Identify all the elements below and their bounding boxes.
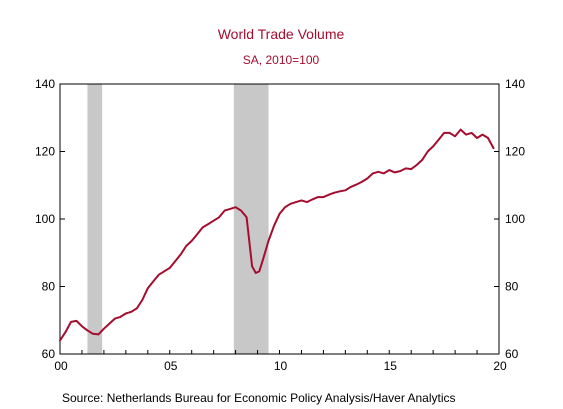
chart-title: World Trade Volume <box>218 26 345 42</box>
y-tick-label-right-120: 120 <box>505 145 525 159</box>
x-tick-label-05: 05 <box>164 359 178 373</box>
y-tick-label-left-120: 120 <box>35 145 55 159</box>
source-note: Source: Netherlands Bureau for Economic … <box>62 391 456 405</box>
x-tick-label-20: 20 <box>493 359 507 373</box>
y-tick-label-right-140: 140 <box>505 77 525 91</box>
y-tick-label-right-100: 100 <box>505 212 525 226</box>
recession-band-1 <box>233 84 269 354</box>
y-tick-label-right-80: 80 <box>505 280 519 294</box>
recession-band-0 <box>87 84 103 354</box>
x-tick-label-10: 10 <box>274 359 288 373</box>
recession-shading <box>87 84 269 354</box>
y-axis: 60 60 80 80 100 100 120 120 140 140 <box>35 77 525 361</box>
chart-subtitle: SA, 2010=100 <box>243 53 320 67</box>
y-tick-label-left-60: 60 <box>42 347 56 361</box>
y-tick-label-left-140: 140 <box>35 77 55 91</box>
x-tick-label-00: 00 <box>54 359 68 373</box>
series-line-0 <box>59 128 495 342</box>
y-tick-label-right-60: 60 <box>505 347 519 361</box>
x-tick-label-15: 15 <box>384 359 398 373</box>
series-layer <box>59 128 495 342</box>
y-tick-label-left-100: 100 <box>35 212 55 226</box>
x-axis: 00 05 10 15 20 <box>54 350 507 373</box>
y-tick-label-left-80: 80 <box>42 280 56 294</box>
